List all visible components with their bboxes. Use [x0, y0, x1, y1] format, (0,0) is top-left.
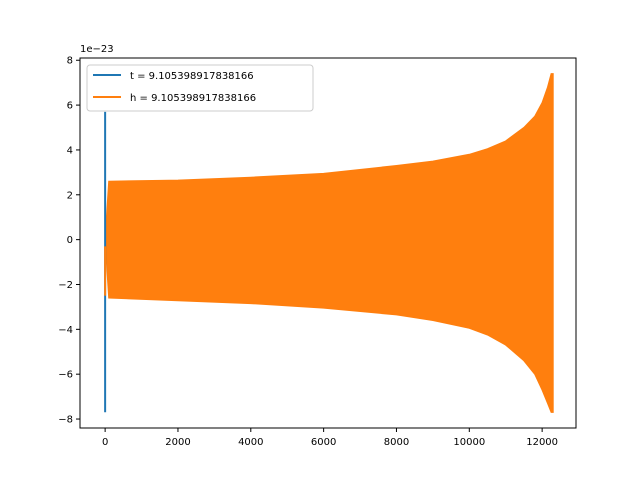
- x-tick-label: 6000: [311, 437, 336, 448]
- y-tick-label: 4: [67, 145, 73, 156]
- y-tick-label: 8: [67, 56, 73, 67]
- x-axis: 0 2000 4000 6000 8000 10000 12000: [102, 428, 558, 448]
- y-axis: −8 −6 −4 −2 0 2 4 6 8: [58, 56, 80, 426]
- y-tick-label: 2: [67, 190, 73, 201]
- legend-label-t: t = 9.105398917838166: [130, 71, 254, 82]
- y-tick-label: −6: [58, 370, 73, 381]
- x-tick-label: 2000: [165, 437, 190, 448]
- axes-frame: [79, 57, 577, 429]
- plot-area: [104, 73, 554, 413]
- x-tick-label: 12000: [526, 437, 558, 448]
- series-h-area: [104, 73, 554, 413]
- x-tick-label: 10000: [453, 437, 485, 448]
- x-tick-label: 4000: [238, 437, 263, 448]
- x-tick-label: 8000: [384, 437, 409, 448]
- legend: t = 9.105398917838166 h = 9.105398917838…: [86, 64, 314, 112]
- y-tick-label: −2: [58, 280, 73, 291]
- y-tick-label: 0: [67, 235, 73, 246]
- y-tick-label: −8: [58, 415, 73, 426]
- legend-label-h: h = 9.105398917838166: [130, 93, 256, 104]
- legend-box: [86, 64, 314, 112]
- y-offset-label: 1e−23: [80, 44, 114, 55]
- y-tick-label: 6: [67, 101, 73, 112]
- x-tick-label: 0: [102, 437, 108, 448]
- y-tick-label: −4: [58, 325, 73, 336]
